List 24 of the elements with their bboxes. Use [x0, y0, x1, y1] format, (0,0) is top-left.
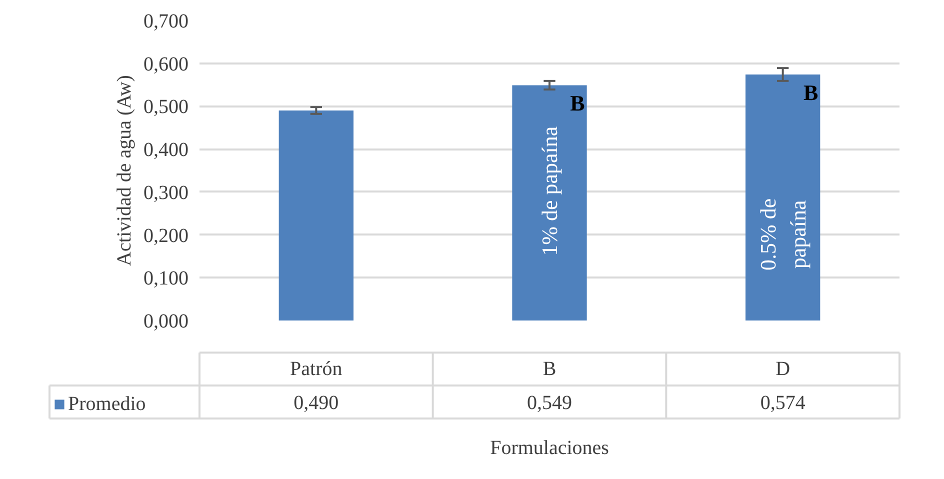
- annotation: B: [570, 90, 586, 116]
- y-tick-label: 0,200: [144, 224, 188, 247]
- x-tick-label: D: [776, 358, 790, 380]
- data-label: 0,574: [760, 392, 806, 414]
- y-tick-label: 0,400: [144, 139, 188, 162]
- y-tick-label: 0,700: [144, 10, 188, 32]
- annotation: B: [803, 80, 818, 105]
- data-label: 0,549: [527, 392, 572, 414]
- y-tick-label: 0,300: [144, 182, 188, 204]
- data-label: 0,490: [294, 392, 339, 414]
- bar: [512, 85, 587, 320]
- y-tick-label: 0,500: [144, 96, 188, 118]
- x-tick-label: Patrón: [290, 358, 342, 380]
- y-axis-title: Actividad de agua (Aw): [114, 75, 136, 266]
- bar: [746, 74, 820, 320]
- y-tick-label: 0,600: [144, 53, 188, 76]
- bar: [278, 110, 354, 320]
- y-tick-label: 0,000: [144, 310, 188, 332]
- x-axis-title: Formulaciones: [490, 437, 610, 460]
- annotation: 1% de papaína: [537, 126, 562, 256]
- y-tick-label: 0,100: [144, 268, 188, 290]
- annotation: 0.5% de papaína: [755, 198, 810, 270]
- x-tick-label: B: [542, 358, 556, 380]
- legend-label: Promedio: [68, 392, 146, 416]
